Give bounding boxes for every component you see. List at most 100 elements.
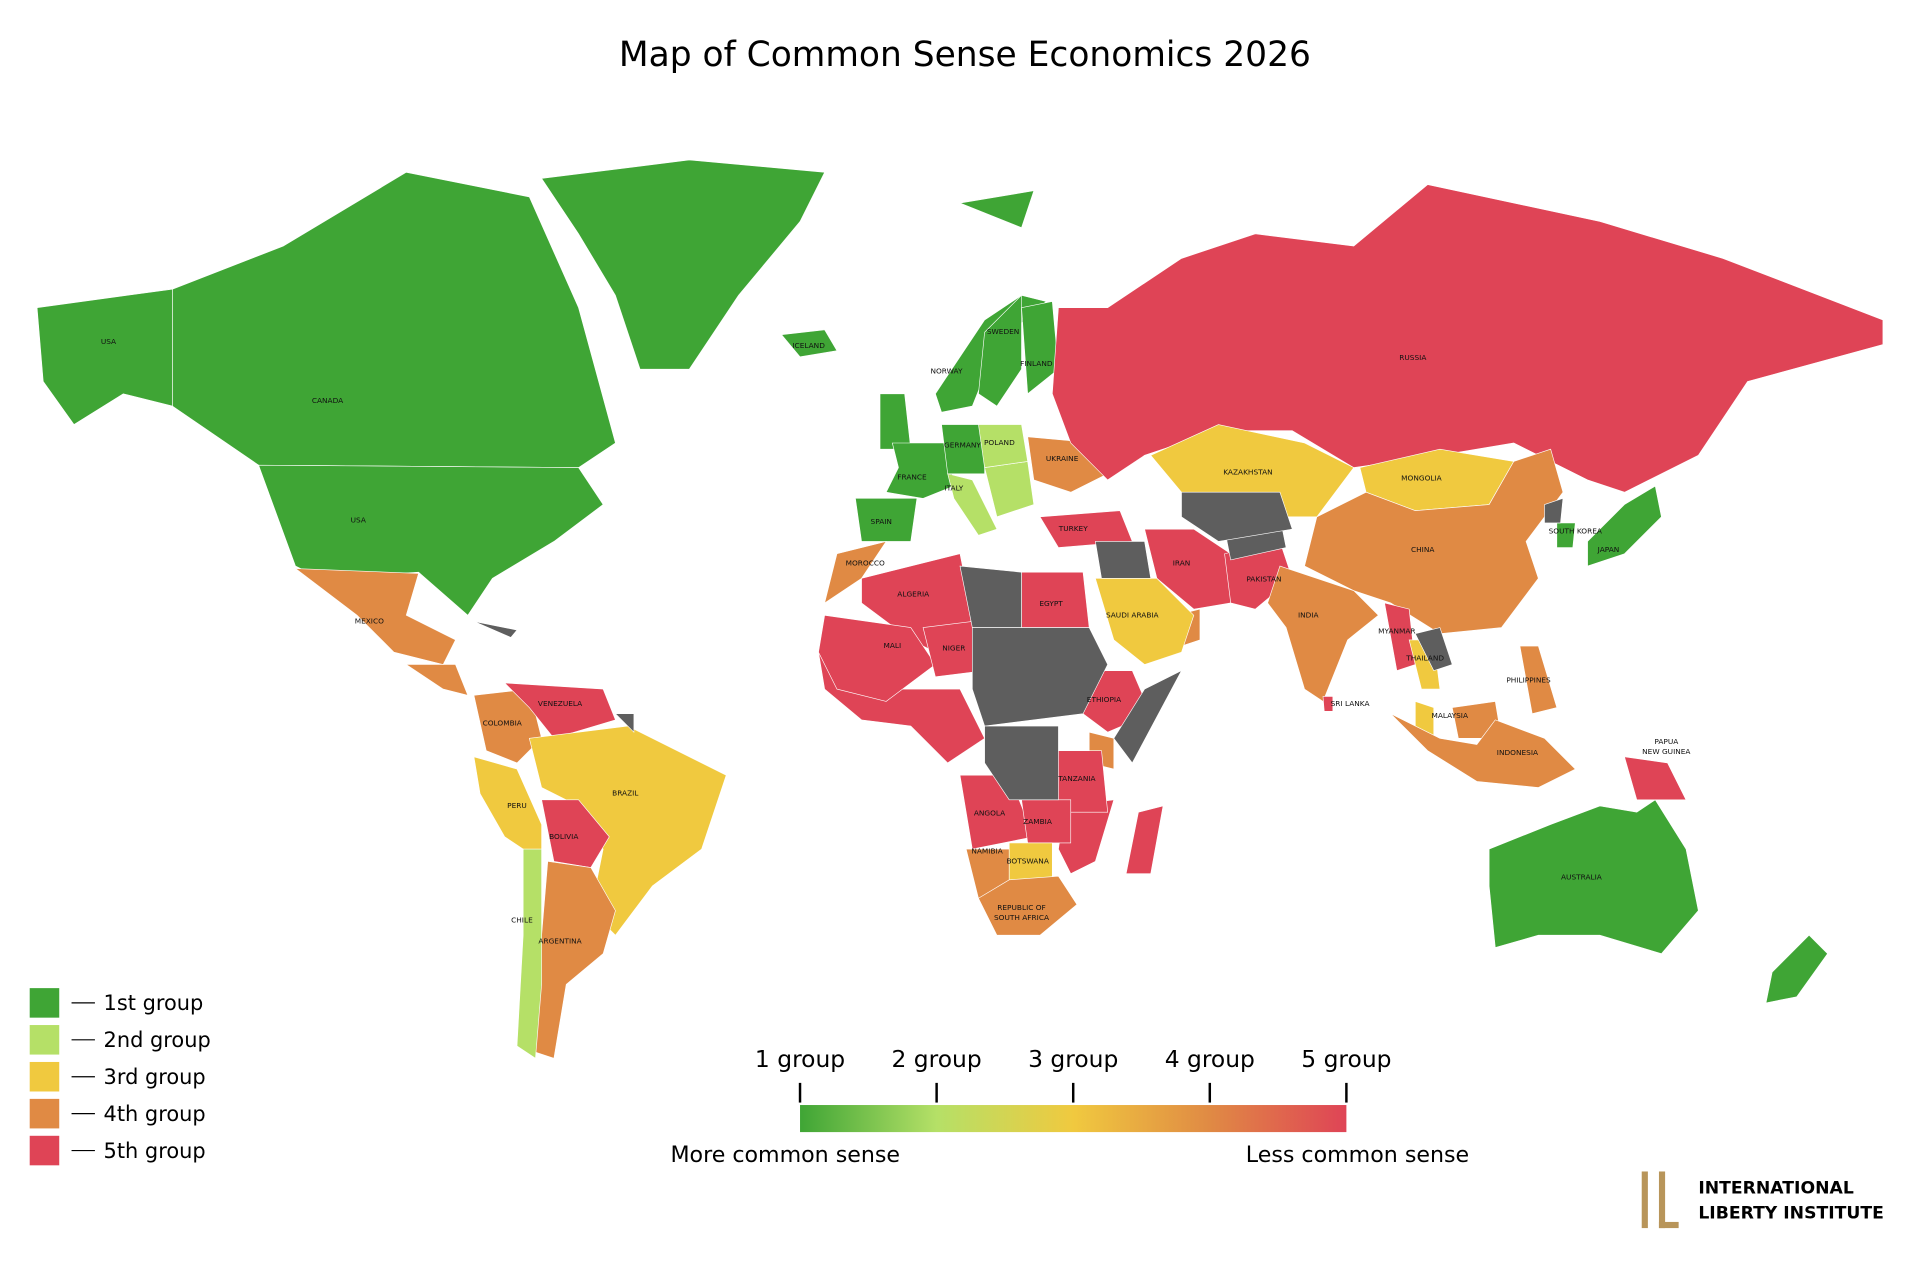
country-label: POLAND xyxy=(984,438,1015,447)
no-data-regions xyxy=(473,491,1564,801)
logo-bar xyxy=(1658,1171,1666,1229)
scale-right-label: Less common sense xyxy=(1246,1142,1469,1168)
country-label: CHINA xyxy=(1411,545,1434,554)
land xyxy=(1125,805,1164,874)
land xyxy=(405,664,469,696)
country-label: ETHIOPIA xyxy=(1087,695,1121,704)
country-label: MOROCCO xyxy=(846,559,885,568)
country xyxy=(978,424,1029,468)
country xyxy=(855,498,918,542)
country-label: AUSTRALIA xyxy=(1561,872,1602,881)
country-label: BOTSWANA xyxy=(1006,856,1048,865)
country-label: NORWAY xyxy=(930,367,963,376)
country-label: MYANMAR xyxy=(1378,626,1415,635)
country-label: ANGOLA xyxy=(974,808,1005,817)
no-data xyxy=(971,627,1109,727)
country-label: SOUTH KOREA xyxy=(1549,527,1602,536)
scale-tick-label: 3 group xyxy=(1028,1045,1118,1073)
legend-label: 1st group xyxy=(104,991,204,1015)
scale-tick-label: 1 group xyxy=(755,1045,845,1073)
country-label: INDIA xyxy=(1298,610,1319,619)
country-label: MALI xyxy=(883,641,901,650)
land xyxy=(541,159,826,370)
legend-swatch xyxy=(29,988,60,1018)
country-label: IRAN xyxy=(1173,559,1191,568)
country-label: KAZAKHSTAN xyxy=(1223,468,1272,477)
country xyxy=(516,848,542,1059)
country-label: USA xyxy=(351,516,366,525)
country-label: NAMIBIA xyxy=(971,847,1002,856)
land xyxy=(984,461,1035,518)
country-label: SWEDEN xyxy=(987,327,1020,336)
country-label: RUSSIA xyxy=(1399,353,1426,362)
country-label: CANADA xyxy=(312,396,343,405)
legend-label: 5th group xyxy=(104,1139,206,1163)
country xyxy=(1624,756,1687,801)
no-data xyxy=(1544,497,1564,524)
legend-swatch xyxy=(29,1098,60,1129)
logo-text: LIBERTY INSTITUTE xyxy=(1698,1203,1884,1223)
country-label: BRAZIL xyxy=(612,789,639,798)
country-label: NEW GUINEA xyxy=(1642,747,1690,756)
country-label: USA xyxy=(101,337,116,346)
country xyxy=(1587,485,1662,567)
legend-label: 2nd group xyxy=(104,1028,211,1052)
logo-text: INTERNATIONAL xyxy=(1698,1179,1854,1199)
country xyxy=(1488,799,1699,955)
land xyxy=(1765,934,1828,1004)
country xyxy=(1322,696,1334,712)
country xyxy=(258,464,604,616)
country-label: FRANCE xyxy=(897,472,927,481)
no-data xyxy=(614,713,635,733)
legend-label: 4th group xyxy=(104,1102,206,1126)
country xyxy=(535,861,616,1059)
country-label: PAPUA xyxy=(1654,737,1678,746)
country xyxy=(818,614,936,702)
country-label: COLOMBIA xyxy=(483,719,522,728)
scale-left-label: More common sense xyxy=(670,1142,900,1168)
country xyxy=(1267,565,1379,702)
country-label: UKRAINE xyxy=(1046,454,1079,463)
country xyxy=(978,294,1022,407)
countries xyxy=(36,171,1884,1059)
country-label: FINLAND xyxy=(1020,359,1053,368)
country-label: PAKISTAN xyxy=(1246,575,1281,584)
country xyxy=(978,875,1078,936)
country-label: TURKEY xyxy=(1058,524,1089,533)
country-label: PHILIPPINES xyxy=(1506,675,1551,684)
country-label: VENEZUELA xyxy=(538,699,582,708)
legend-swatch xyxy=(29,1135,60,1166)
country xyxy=(1021,301,1059,395)
country-label: GERMANY xyxy=(944,440,981,449)
no-data xyxy=(1113,669,1183,764)
country-label: ALGERIA xyxy=(897,589,929,598)
country-label: MEXICO xyxy=(355,616,384,625)
country-label: JAPAN xyxy=(1597,545,1620,554)
country-label: TANZANIA xyxy=(1057,774,1095,783)
country-label: SOUTH AFRICA xyxy=(994,913,1049,922)
land xyxy=(879,393,912,450)
country xyxy=(503,682,616,739)
country xyxy=(1094,578,1195,665)
no-data xyxy=(1094,541,1152,579)
no-data xyxy=(473,621,518,638)
title: Map of Common Sense Economics 2026 xyxy=(619,35,1311,75)
country xyxy=(528,725,727,936)
country-label: THAILAND xyxy=(1405,653,1444,662)
legend-swatch xyxy=(29,1025,60,1055)
country-label: ICELAND xyxy=(792,341,825,350)
country-label: CHILE xyxy=(511,915,533,924)
country-label: NIGER xyxy=(942,643,965,652)
country-labels: USA CANADA USA MEXICO COLOMBIA VENEZUELA PERU B… xyxy=(101,327,1691,945)
country-label: ARGENTINA xyxy=(538,936,581,945)
country-label: SPAIN xyxy=(871,517,892,526)
land xyxy=(958,190,1035,229)
country xyxy=(780,329,838,358)
country xyxy=(1519,645,1558,715)
scale-tick-label: 5 group xyxy=(1301,1045,1391,1073)
legend-swatch xyxy=(29,1061,60,1092)
country xyxy=(1304,448,1564,635)
country xyxy=(294,568,456,665)
country xyxy=(941,424,985,475)
